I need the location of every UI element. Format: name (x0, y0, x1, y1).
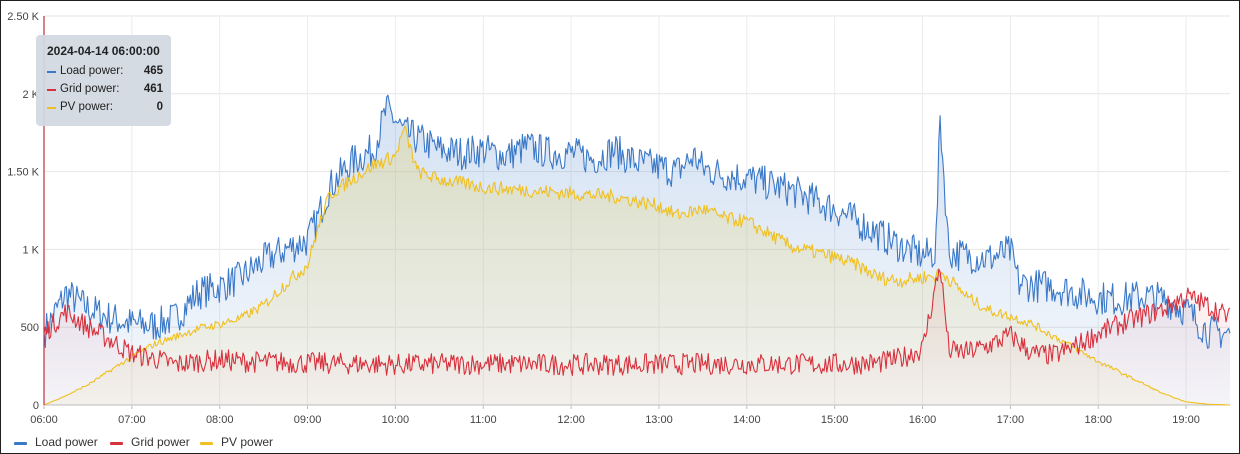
tooltip-value: 0 (156, 101, 163, 113)
x-tick-label: 07:00 (118, 414, 146, 426)
load-power-line (43, 94, 1231, 349)
x-tick-label: 17:00 (997, 414, 1025, 426)
y-axis: 0 500 1 K 1.50 K 2 K 2.50 K (7, 11, 39, 412)
x-tick-label: 16:00 (909, 414, 937, 426)
grid-power-area (44, 269, 1230, 405)
legend-label: Load power (35, 435, 98, 449)
x-tick-label: 14:00 (733, 414, 761, 426)
x-tick-label: 19:00 (1172, 414, 1200, 426)
grid-power-line (43, 268, 1231, 376)
tooltip-row-pv: PV power: 0 (47, 101, 163, 117)
y-tick-label: 1.50 K (7, 167, 39, 179)
load-swatch-icon (47, 71, 56, 73)
legend-label: PV power (221, 435, 274, 449)
tooltip-label: Load power: (60, 65, 124, 77)
pv-power-line (43, 125, 1230, 406)
x-tick-label: 10:00 (382, 414, 410, 426)
y-tick-label: 500 (21, 322, 39, 334)
tooltip-value: 465 (143, 65, 163, 77)
y-tick-label: 2 K (22, 89, 39, 101)
tooltip-time: 2024-04-14 06:00:00 (47, 44, 160, 58)
x-tick-label: 12:00 (557, 414, 585, 426)
x-tick-label: 15:00 (821, 414, 849, 426)
x-tick-label: 18:00 (1084, 414, 1112, 426)
y-tick-label: 2.50 K (7, 11, 39, 23)
x-tick-label: 08:00 (206, 414, 234, 426)
y-tick-label: 1 K (22, 244, 39, 256)
y-tick-label: 0 (33, 400, 39, 412)
legend-swatch-icon (200, 442, 213, 445)
grid-swatch-icon (47, 89, 56, 91)
tooltip-label: Grid power: (60, 83, 120, 95)
tooltip-value: 461 (143, 83, 163, 95)
x-tick-label: 13:00 (645, 414, 673, 426)
x-tick-label: 09:00 (294, 414, 322, 426)
x-tick-label: 11:00 (470, 414, 497, 426)
series-lines (43, 94, 1231, 406)
legend-label: Grid power (131, 435, 190, 449)
x-tick-label: 06:00 (30, 414, 58, 426)
tooltip-row-load: Load power: 465 (47, 65, 163, 81)
series-areas (44, 95, 1230, 406)
legend-swatch-icon (14, 442, 27, 445)
pv-swatch-icon (47, 107, 56, 109)
legend-swatch-icon (110, 442, 123, 445)
x-axis: 06:00 07:00 08:00 09:00 10:00 11:00 12:00 13:00… (30, 405, 1200, 426)
hover-tooltip: 2024-04-14 06:00:00 Load power: 465 Grid… (36, 35, 171, 126)
tooltip-label: PV power: (60, 101, 114, 113)
tooltip-row-grid: Grid power: 461 (47, 83, 163, 99)
